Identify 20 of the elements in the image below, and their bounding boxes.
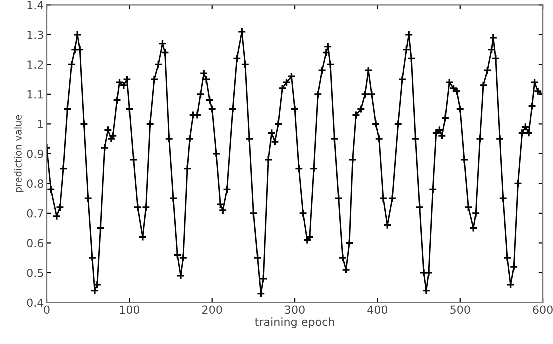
- y-tick-label: 0.6: [27, 239, 44, 248]
- x-tick-label: 200: [202, 306, 222, 314]
- x-tick-label: 400: [368, 306, 388, 314]
- y-tick-label: 0.4: [27, 298, 44, 308]
- y-tick-label: 1.1: [28, 90, 44, 99]
- y-tick-label: 1.4: [28, 1, 44, 10]
- x-tick-label: 100: [120, 306, 140, 314]
- x-tick-label: 600: [533, 306, 553, 314]
- x-axis-title: training epoch: [255, 318, 334, 328]
- y-tick-label: 0.9: [27, 150, 44, 158]
- y-tick-label: 0.5: [27, 268, 44, 278]
- x-tick-label: 300: [285, 306, 305, 314]
- y-tick-label: 0.8: [27, 180, 44, 188]
- y-tick-label: 1: [38, 120, 44, 128]
- x-tick-label: 500: [450, 306, 470, 314]
- y-tick-label: 0.7: [27, 209, 44, 218]
- x-tick-label: 0: [44, 306, 50, 314]
- y-tick-label: 1.3: [28, 30, 44, 40]
- y-tick-label: 1.2: [28, 60, 44, 69]
- y-axis-title: prediction value: [14, 115, 24, 192]
